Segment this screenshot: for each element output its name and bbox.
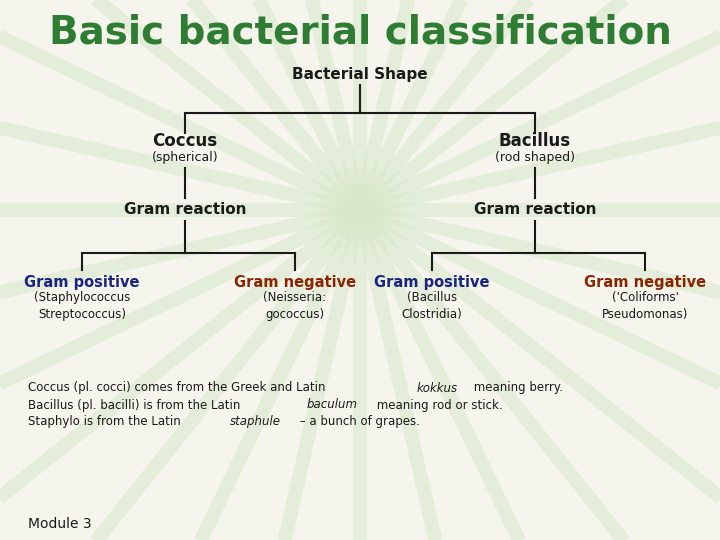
Text: Coccus: Coccus	[153, 132, 217, 150]
Text: ('Coliforms'
Pseudomonas): ('Coliforms' Pseudomonas)	[602, 291, 688, 321]
Text: Coccus (pl. cocci) comes from the Greek and Latin: Coccus (pl. cocci) comes from the Greek …	[28, 381, 329, 395]
Text: staphule: staphule	[230, 415, 281, 429]
Text: Bacillus (pl. bacilli) is from the Latin: Bacillus (pl. bacilli) is from the Latin	[28, 399, 244, 411]
Text: (Neisseria:
gococcus): (Neisseria: gococcus)	[264, 291, 327, 321]
Text: – a bunch of grapes.: – a bunch of grapes.	[296, 415, 420, 429]
Text: meaning rod or stick.: meaning rod or stick.	[373, 399, 503, 411]
Text: (spherical): (spherical)	[152, 152, 218, 165]
Text: baculum: baculum	[307, 399, 358, 411]
Text: Basic bacterial classification: Basic bacterial classification	[48, 14, 672, 52]
Text: meaning berry.: meaning berry.	[469, 381, 563, 395]
Text: Module 3: Module 3	[28, 517, 91, 531]
Text: Bacterial Shape: Bacterial Shape	[292, 68, 428, 83]
Text: (Staphylococcus
Streptococcus): (Staphylococcus Streptococcus)	[34, 291, 130, 321]
Text: Gram negative: Gram negative	[234, 274, 356, 289]
Text: Bacillus: Bacillus	[499, 132, 571, 150]
Text: Gram reaction: Gram reaction	[474, 202, 596, 218]
Text: Staphylo is from the Latin: Staphylo is from the Latin	[28, 415, 184, 429]
Text: (Bacillus
Clostridia): (Bacillus Clostridia)	[402, 291, 462, 321]
Text: Gram reaction: Gram reaction	[124, 202, 246, 218]
Text: Gram positive: Gram positive	[24, 274, 140, 289]
Text: kokkus: kokkus	[417, 381, 458, 395]
Text: Gram negative: Gram negative	[584, 274, 706, 289]
Text: (rod shaped): (rod shaped)	[495, 152, 575, 165]
Text: Gram positive: Gram positive	[374, 274, 490, 289]
